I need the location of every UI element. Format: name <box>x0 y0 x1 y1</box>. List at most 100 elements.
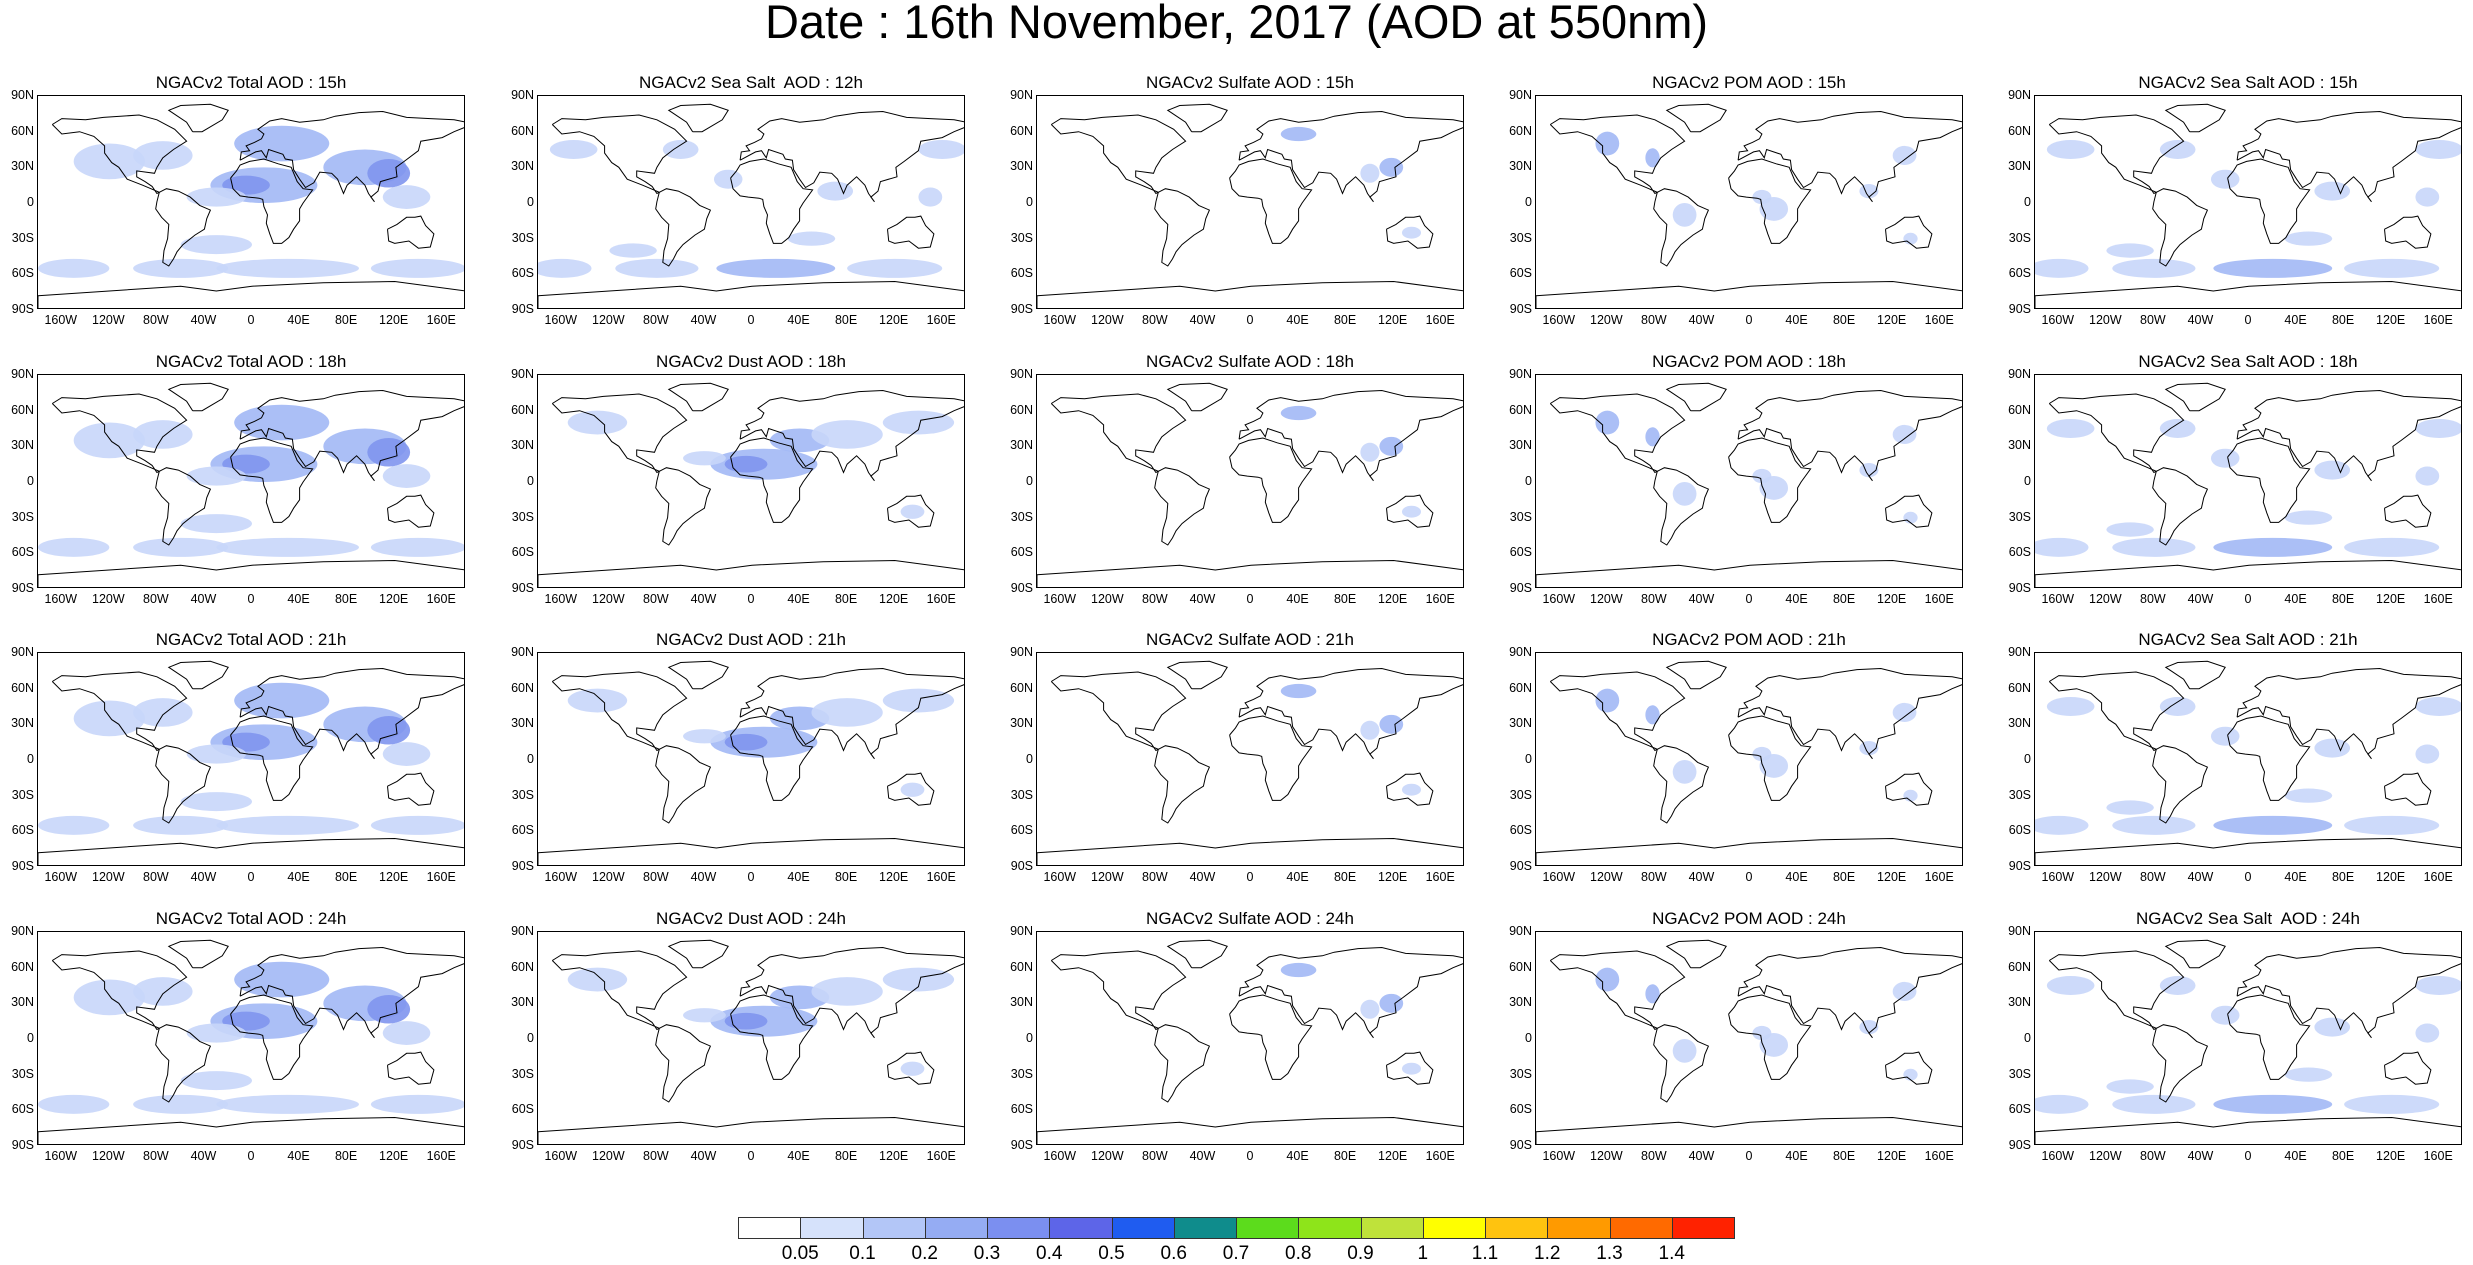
coastline <box>887 215 935 249</box>
aerosol-field <box>2344 258 2440 278</box>
coastline <box>1737 667 1962 760</box>
coastline <box>38 559 464 587</box>
aerosol-field <box>133 698 193 727</box>
lat-tick-label: 90S <box>2008 1138 2031 1152</box>
lon-tick-label: 40W <box>2187 592 2214 606</box>
lon-tick-label: 160W <box>1542 870 1576 884</box>
coastline <box>1238 110 1463 203</box>
aerosol-field <box>234 961 330 998</box>
aerosol-field <box>2314 181 2351 201</box>
lat-tick-label: 30S <box>2008 1066 2031 1081</box>
panel-title: NGACv2 Sea Salt AOD : 24h <box>2136 909 2360 928</box>
aerosol-field <box>382 464 431 488</box>
coastline <box>739 389 964 482</box>
aerosol-field <box>1401 505 1422 518</box>
lon-tick-label: 80W <box>1641 1149 1667 1163</box>
lon-tick-label: 120W <box>2089 313 2122 327</box>
coastline <box>730 437 814 523</box>
lon-tick-label: 80E <box>334 870 358 884</box>
lon-tick-label: 120W <box>1590 1149 1623 1163</box>
lon-tick-label: 160W <box>44 870 78 884</box>
aerosol-field <box>38 258 110 278</box>
aerosol-field <box>2106 1079 2154 1094</box>
lon-tick-label: 120E <box>2376 592 2406 606</box>
lon-tick-label: 40W <box>2187 313 2214 327</box>
lat-tick-label: 60N <box>1010 959 1033 974</box>
panel-title: NGACv2 Sulfate AOD : 18h <box>1146 352 1354 371</box>
lon-tick-label: 0 <box>1246 313 1254 327</box>
lon-tick-label: 120E <box>1877 592 1907 606</box>
lon-tick-label: 120W <box>1091 313 1124 327</box>
aerosol-field <box>1672 203 1697 227</box>
world-map <box>37 652 465 866</box>
lon-tick-label: 0 <box>2244 1149 2252 1163</box>
lon-tick-label: 160W <box>544 313 578 327</box>
lon-tick-label: 40E <box>1785 313 1808 327</box>
coastline <box>1386 494 1434 528</box>
lon-tick-label: 40W <box>190 592 217 606</box>
lat-tick-label: 60S <box>2008 1102 2031 1117</box>
lon-tick-label: 120W <box>92 592 125 606</box>
lon-tick-label: 80E <box>2331 1149 2355 1163</box>
coastline <box>2384 772 2432 806</box>
coastline <box>1154 467 1211 546</box>
aerosol-field <box>2046 696 2095 717</box>
coastline <box>730 158 814 244</box>
coastline <box>551 671 688 752</box>
lon-tick-label: 120W <box>592 313 625 327</box>
coastline <box>1665 382 1727 412</box>
aerosol-field <box>2213 258 2333 278</box>
lon-tick-label: 40W <box>690 592 717 606</box>
lat-tick-label: 60N <box>11 680 34 695</box>
lat-tick-label: 30S <box>511 787 534 802</box>
lat-tick-label: 90S <box>2008 581 2031 595</box>
aerosol-field <box>900 782 925 797</box>
coastline <box>155 1024 212 1103</box>
lat-tick-label: 90S <box>11 859 34 873</box>
lon-tick-label: 160E <box>426 592 456 606</box>
lon-tick-label: 120W <box>592 870 625 884</box>
map-panel: NGACv2 POM AOD : 21h 90N 60N 30N 0 30S 60S 90S 1… <box>1509 630 1989 883</box>
coastline <box>1536 1116 1962 1144</box>
coastline <box>655 745 712 824</box>
lat-tick-label: 0 <box>2024 474 2031 488</box>
aerosol-field <box>567 967 628 992</box>
colorbar-swatch <box>1111 1217 1175 1239</box>
lat-tick-label: 30S <box>11 509 34 524</box>
aerosol-field <box>133 977 193 1006</box>
coastline <box>230 994 314 1080</box>
aerosol-field <box>367 438 411 467</box>
lat-tick-label: 90S <box>1509 1138 1532 1152</box>
aerosol-field <box>1280 126 1317 142</box>
coastline <box>1885 494 1933 528</box>
lat-tick-label: 60N <box>2008 123 2031 138</box>
lon-tick-label: 120W <box>2089 870 2122 884</box>
lon-tick-label: 80E <box>2331 592 2355 606</box>
colorbar-swatch <box>1298 1217 1362 1239</box>
aerosol-field <box>382 1021 431 1045</box>
aerosol-field <box>1401 1062 1422 1075</box>
aerosol-field <box>2035 815 2089 835</box>
aerosol-field <box>1752 746 1772 762</box>
lon-tick-label: 80W <box>1142 1149 1168 1163</box>
lon-tick-label: 80W <box>143 592 169 606</box>
map-panel: NGACv2 Sulfate AOD : 24h 90N 60N 30N 0 30S 60S… <box>1010 909 1490 1162</box>
lat-tick-label: 30N <box>11 995 34 1010</box>
lon-tick-label: 160E <box>1924 1149 1954 1163</box>
coastline <box>2227 715 2311 801</box>
lat-tick-label: 60N <box>2008 680 2031 695</box>
lat-tick-label: 30N <box>11 438 34 453</box>
lat-tick-label: 60S <box>511 545 534 560</box>
coastline <box>1665 103 1727 133</box>
lat-tick-label: 30S <box>2008 787 2031 802</box>
lon-tick-label: 40W <box>690 1149 717 1163</box>
coastline <box>1885 772 1933 806</box>
aerosol-field <box>1280 962 1317 978</box>
lon-tick-label: 40W <box>1688 1149 1715 1163</box>
aerosol-field <box>367 716 411 745</box>
lon-tick-label: 40E <box>287 313 310 327</box>
aerosol-field <box>900 1061 925 1076</box>
lat-tick-label: 90S <box>2008 859 2031 873</box>
coastline <box>538 280 964 308</box>
map-panel: NGACv2 Sea Salt AOD : 12h 90N 60N 30N 0 30S 60… <box>511 73 991 326</box>
